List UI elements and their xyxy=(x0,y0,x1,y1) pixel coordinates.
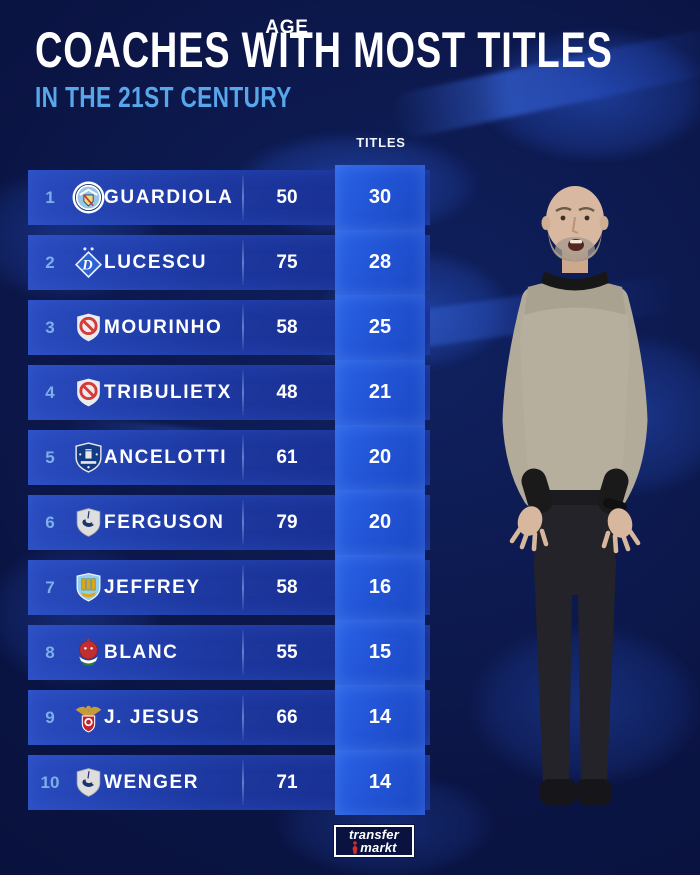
coach-name: MOURINHO xyxy=(104,317,223,338)
rank-number: 4 xyxy=(45,383,55,402)
titles-value: 14 xyxy=(335,750,425,815)
table-row: 2 D LUCESCU 75 28 xyxy=(28,230,430,295)
badge-retired-whistle-icon xyxy=(72,506,105,539)
rank-number: 3 xyxy=(45,318,55,337)
column-divider xyxy=(242,500,244,545)
column-divider xyxy=(242,435,244,480)
transfermarkt-logo: transfer markt xyxy=(333,824,415,858)
badge-sky-gold-shield-icon xyxy=(72,571,105,604)
table-row: 5 ANCELOTTI 61 20 xyxy=(28,425,430,490)
coach-name: TRIBULIETX xyxy=(104,382,232,403)
coach-name: LUCESCU xyxy=(104,252,208,273)
coach-name: BLANC xyxy=(104,642,179,663)
titles-value: 30 xyxy=(335,165,425,230)
table-row: 9 J. JESUS 66 14 xyxy=(28,685,430,750)
rank-number: 6 xyxy=(45,513,55,532)
age-value: 79 xyxy=(276,512,298,533)
column-header-age: AGE xyxy=(265,17,309,38)
badge-retired-whistle-icon xyxy=(72,766,105,799)
logo-text-transfer: transfer xyxy=(348,827,399,842)
table-row: 8 BLANC 55 15 xyxy=(28,620,430,685)
pep-guardiola-photo xyxy=(450,165,700,815)
table-row: 4 TRIBULIETX 48 21 xyxy=(28,360,430,425)
red-player-icon xyxy=(352,841,358,854)
age-value: 66 xyxy=(276,707,298,728)
titles-value: 20 xyxy=(335,490,425,555)
titles-value: 20 xyxy=(335,425,425,490)
age-value: 48 xyxy=(276,382,298,403)
coach-name: WENGER xyxy=(104,772,200,793)
age-value: 50 xyxy=(276,187,298,208)
badge-no-club-icon xyxy=(72,311,105,344)
badge-dynamo-kyiv-icon: D xyxy=(72,246,105,279)
age-value: 58 xyxy=(276,317,298,338)
badge-everton-icon xyxy=(72,441,105,474)
rank-number: 9 xyxy=(45,708,55,727)
coach-name: JEFFREY xyxy=(104,577,201,598)
age-value: 75 xyxy=(276,252,298,273)
table-row: 3 MOURINHO 58 25 xyxy=(28,295,430,360)
titles-value: 21 xyxy=(335,360,425,425)
rank-number: 8 xyxy=(45,643,55,662)
column-divider xyxy=(242,240,244,285)
column-divider xyxy=(242,760,244,805)
rank-number: 7 xyxy=(45,578,55,597)
column-divider xyxy=(242,370,244,415)
age-value: 58 xyxy=(276,577,298,598)
svg-text:D: D xyxy=(81,258,93,274)
coach-name: GUARDIOLA xyxy=(104,187,234,208)
table-row: 1 GUARDIOLA 50 30 xyxy=(28,165,430,230)
titles-value: 28 xyxy=(335,230,425,295)
page-title: COACHES WITH MOST TITLES xyxy=(35,22,613,78)
age-value: 71 xyxy=(276,772,298,793)
coach-name: ANCELOTTI xyxy=(104,447,228,468)
page-subtitle: IN THE 21ST CENTURY xyxy=(35,82,292,114)
table-row: 10 WENGER 71 14 xyxy=(28,750,430,815)
column-header-titles: TITLES xyxy=(356,135,406,150)
coach-name: J. JESUS xyxy=(104,707,201,728)
column-divider xyxy=(242,305,244,350)
badge-al-rayyan-icon xyxy=(72,636,105,669)
rank-number: 2 xyxy=(45,253,55,272)
logo-text-markt: markt xyxy=(360,840,397,855)
column-divider xyxy=(242,695,244,740)
table-row: 6 FERGUSON 79 20 xyxy=(28,490,430,555)
titles-value: 15 xyxy=(335,620,425,685)
age-value: 55 xyxy=(276,642,298,663)
coach-name: FERGUSON xyxy=(104,512,225,533)
column-divider xyxy=(242,175,244,220)
titles-value: 25 xyxy=(335,295,425,360)
table-row: 7 JEFFREY 58 16 xyxy=(28,555,430,620)
badge-manchester-city-icon xyxy=(72,181,105,214)
rank-number: 5 xyxy=(45,448,55,467)
rank-number: 1 xyxy=(45,188,55,207)
titles-value: 16 xyxy=(335,555,425,620)
column-divider xyxy=(242,565,244,610)
titles-value: 14 xyxy=(335,685,425,750)
column-divider xyxy=(242,630,244,675)
rank-number: 10 xyxy=(40,773,60,792)
badge-benfica-icon xyxy=(72,701,105,734)
badge-no-club-icon xyxy=(72,376,105,409)
age-value: 61 xyxy=(276,447,298,468)
